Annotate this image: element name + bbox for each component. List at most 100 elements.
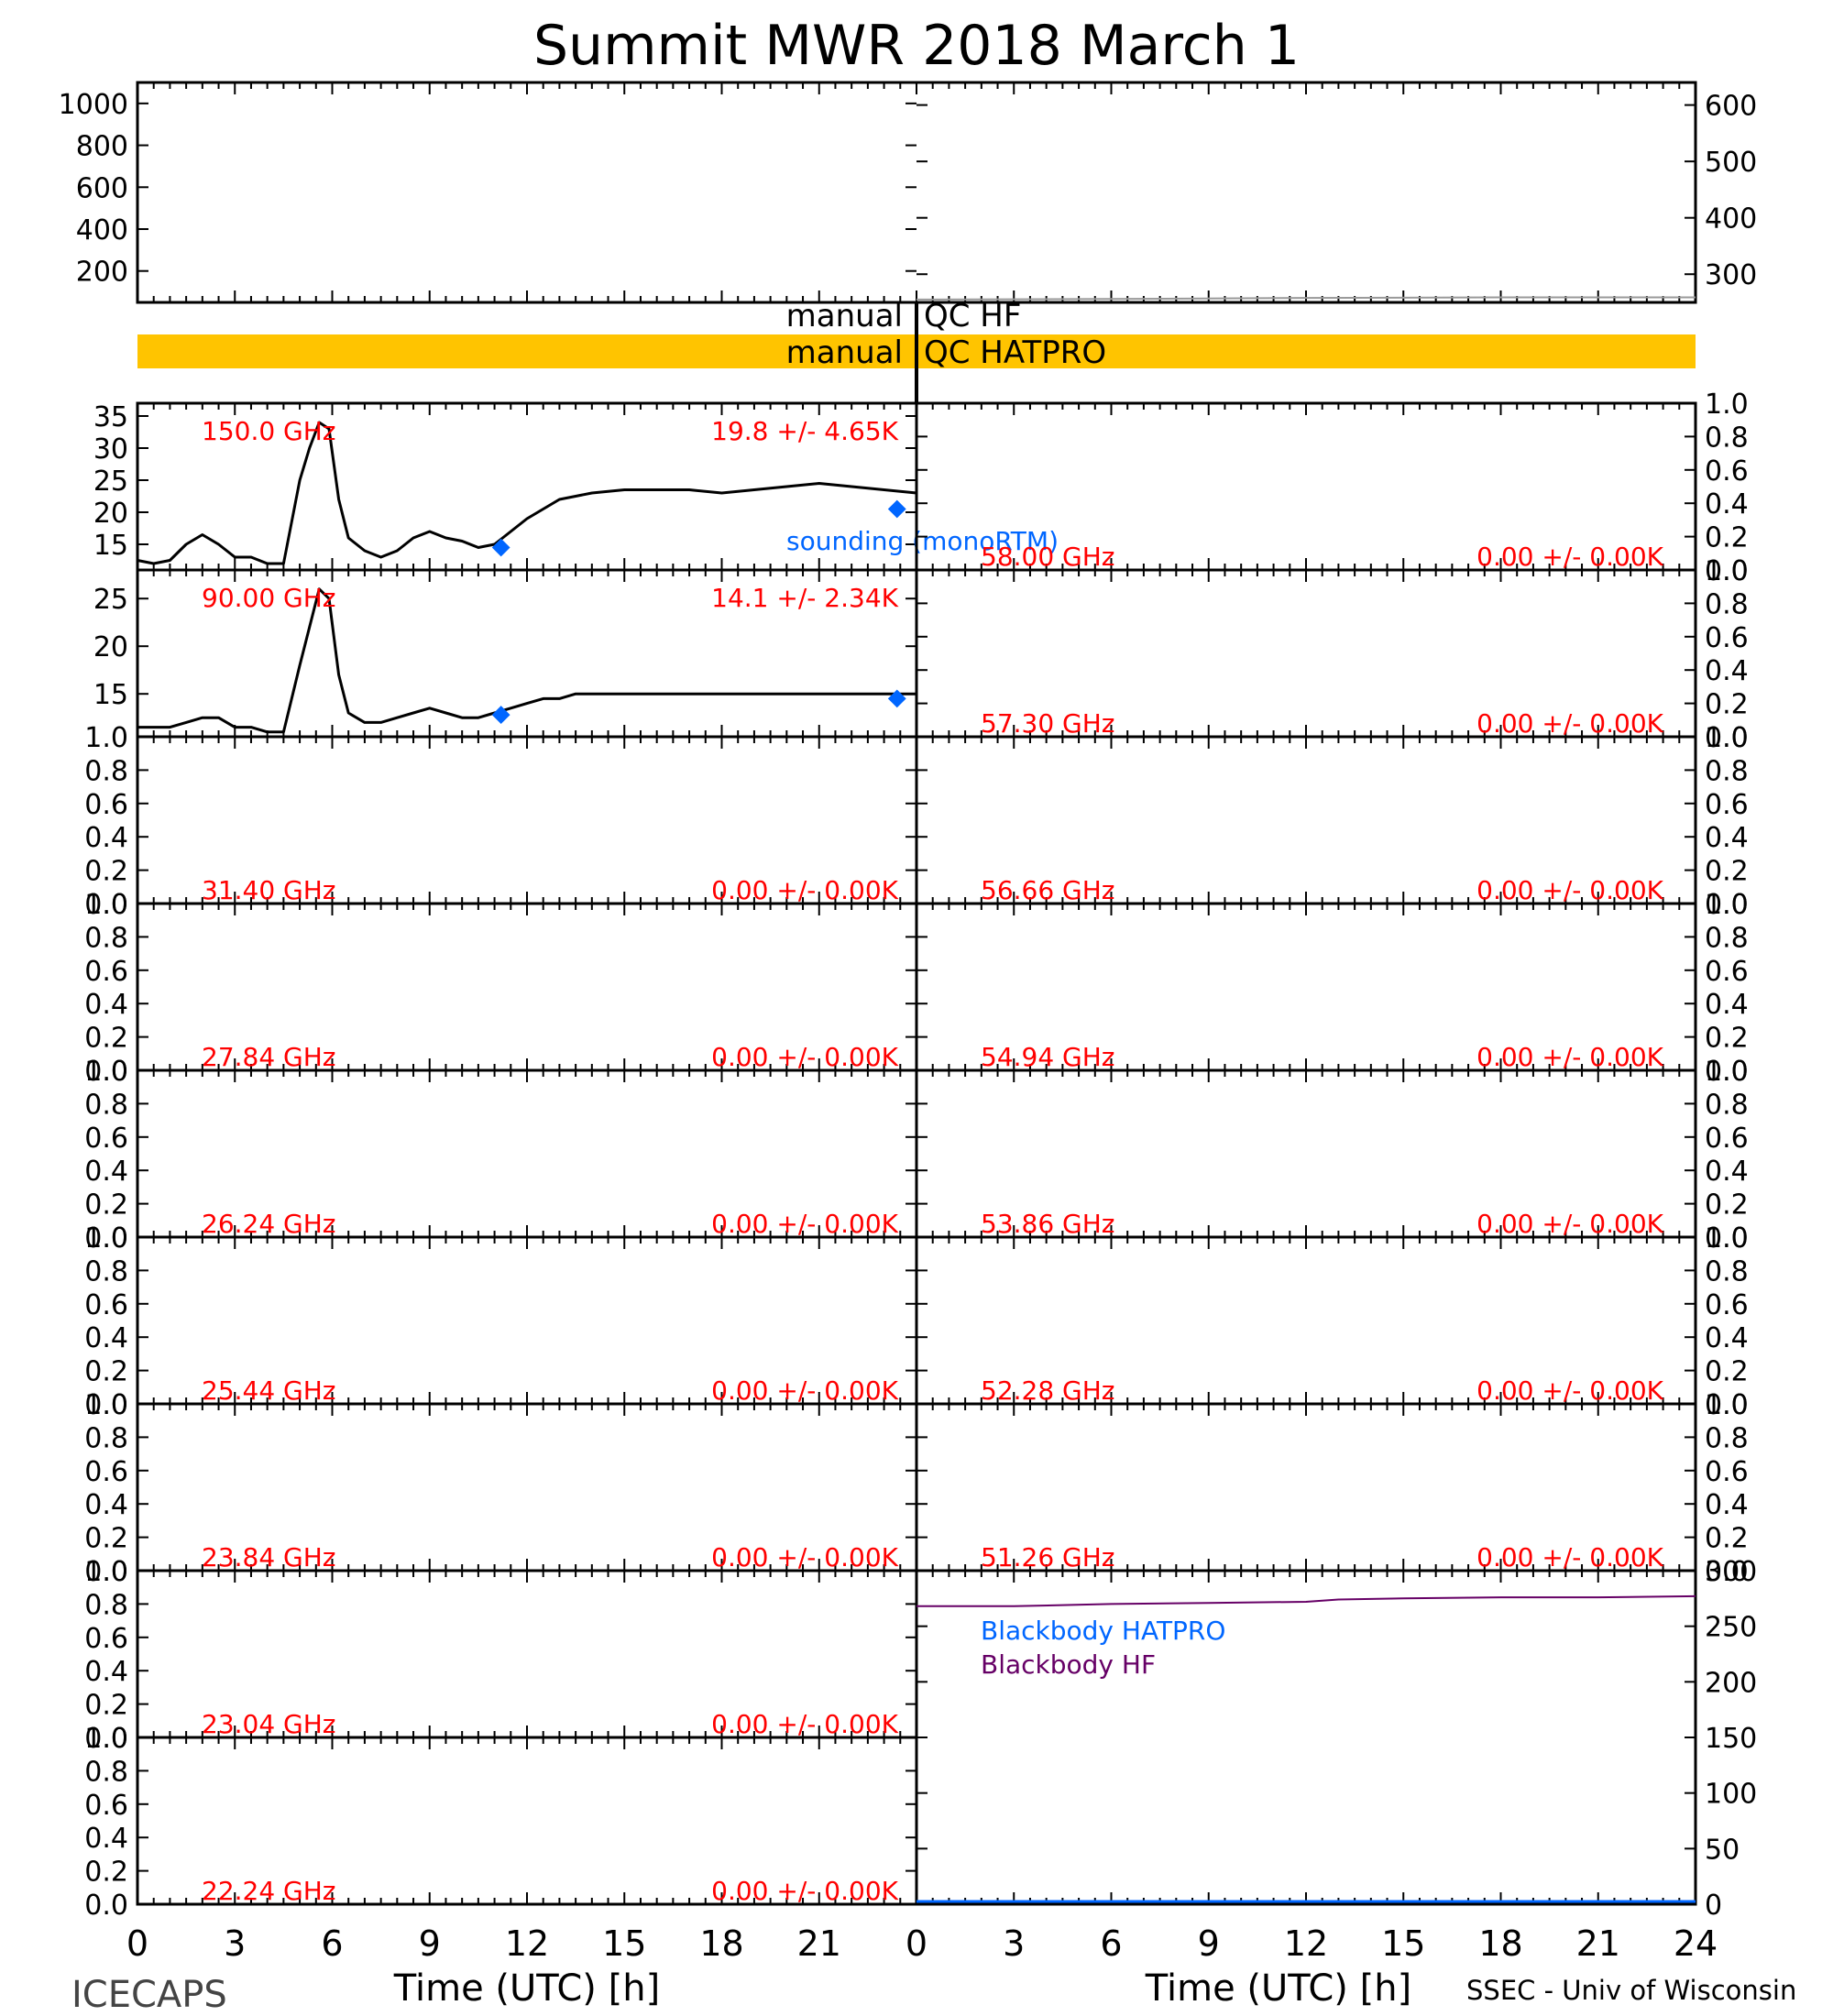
- tb-right-ytick-label: 1.0: [1705, 722, 1749, 754]
- channel-stats-label: 0.00 +/- 0.00K: [711, 875, 898, 905]
- x-tick-label-right: 9: [1198, 1923, 1220, 1964]
- bb-axis-ytick-label: 100: [1705, 1779, 1757, 1811]
- tb-right-ytick-label: 0.2: [1705, 1356, 1749, 1388]
- tb-right-ytick-label: 0.2: [1705, 1523, 1749, 1555]
- sounding-label: sounding (monoRTM): [786, 526, 1059, 556]
- tb-left-ytick-label: 0.8: [84, 1255, 128, 1287]
- channel-stats-label: 0.00 +/- 0.00K: [711, 1542, 898, 1572]
- tb-right-ytick-label: 1.0: [1705, 389, 1749, 421]
- footer-right: SSEC - Univ of Wisconsin: [1466, 1975, 1796, 2006]
- channel-stats-label: 0.00 +/- 0.00K: [711, 1876, 898, 1906]
- tb-left-ytick-label: 0.8: [84, 1089, 128, 1121]
- tb-left-ytick-label: 0.2: [84, 1523, 128, 1555]
- x-tick-label-right: 21: [1576, 1923, 1620, 1964]
- tb-right-ytick-label: 0.4: [1705, 822, 1749, 854]
- met-panel: 200 400 600 800 1000 300 400 500 600: [59, 81, 1757, 304]
- tb-right-ytick-label: 0.0: [1705, 722, 1749, 754]
- tb-left-ytick-label: 0.8: [84, 922, 128, 954]
- tb-right-ytick-label: 0.0: [1705, 1222, 1749, 1255]
- bb-axis-ytick-label: 200: [1705, 1667, 1757, 1699]
- tb-left-ytick-label: 0.8: [84, 1756, 128, 1788]
- tb-left-ytick-label: 0.0: [84, 1723, 128, 1755]
- x-tick-label-right: 15: [1381, 1923, 1425, 1964]
- qc-label-right: QC HF: [924, 298, 1021, 334]
- temp-axis-ytick-label: 400: [1705, 203, 1757, 236]
- channel-freq-label: 150.0 GHz: [202, 416, 336, 446]
- tb-left-ytick-label: 0.6: [84, 956, 128, 988]
- tb-left-ytick-label: 0.4: [84, 1656, 128, 1688]
- tb-left-ytick-label: 20: [93, 631, 128, 663]
- channel-stats-label: 0.00 +/- 0.00K: [711, 1209, 898, 1239]
- tb-left-ytick-label: 0.4: [84, 822, 128, 854]
- tb-left-ytick-label: 0.6: [84, 1456, 128, 1488]
- bb-legend-hf: Blackbody HF: [981, 1649, 1156, 1680]
- channel-freq-label: 90.00 GHz: [202, 583, 336, 613]
- tb-left-ytick-label: 0.8: [84, 1589, 128, 1621]
- tb-right-ytick-label: 0.4: [1705, 1322, 1749, 1354]
- tb-right-ytick-label: 1.0: [1705, 1222, 1749, 1255]
- tb-right-panel: 0.00.20.40.60.81.057.30 GHz 0.00 +/- 0.00…: [915, 555, 1749, 754]
- temp-series: [916, 296, 1696, 301]
- tb-series: [137, 587, 916, 734]
- tb-right-ytick-label: 0.6: [1705, 789, 1749, 821]
- tb-left-ytick-label: 0.0: [84, 1890, 128, 1922]
- tb-left-ytick-label: 0.8: [84, 1422, 128, 1454]
- tb-right-ytick-label: 0.6: [1705, 956, 1749, 988]
- bb-axis-ytick-label: 0: [1705, 1890, 1722, 1922]
- tb-right-panel: 0.00.20.40.60.81.054.94 GHz 0.00 +/- 0.00…: [915, 889, 1749, 1088]
- bb-hf-series: [916, 1594, 1696, 1607]
- tb-left-panel: 0.00.20.40.60.81.025.44 GHz 0.00 +/- 0.00…: [84, 1222, 918, 1421]
- tb-right-ytick-label: 0.6: [1705, 622, 1749, 654]
- tb-right-panel: 0.00.20.40.60.81.058.00 GHz 0.00 +/- 0.00…: [915, 389, 1749, 587]
- channel-freq-label: 27.84 GHz: [202, 1042, 336, 1072]
- channel-freq-label: 31.40 GHz: [202, 875, 336, 905]
- bb-axis-ytick-label: 250: [1705, 1612, 1757, 1644]
- tb-left-panel: 0.00.20.40.60.81.026.24 GHz 0.00 +/- 0.00…: [84, 1056, 918, 1255]
- channel-freq-label: 22.24 GHz: [202, 1876, 336, 1906]
- x-tick-label-right: 12: [1284, 1923, 1328, 1964]
- tb-left-ytick-label: 1.0: [84, 1389, 128, 1421]
- tb-right-ytick-label: 0.8: [1705, 1422, 1749, 1454]
- channel-stats-label: 0.00 +/- 0.00K: [1476, 1042, 1663, 1072]
- x-axis-label-right: Time (UTC) [h]: [1145, 1967, 1411, 2010]
- tb-right-ytick-label: 0.0: [1705, 1556, 1749, 1588]
- rh-axis-ytick-label: 800: [76, 131, 128, 163]
- qc-bars: manual QC HF manual QC HATPRO: [137, 298, 1696, 403]
- channel-freq-label: 58.00 GHz: [981, 542, 1115, 572]
- tb-left-ytick-label: 0.8: [84, 755, 128, 787]
- tb-right-ytick-label: 0.4: [1705, 655, 1749, 687]
- tb-left-ytick-label: 0.4: [84, 1156, 128, 1188]
- tb-left-ytick-label: 1.0: [84, 1222, 128, 1255]
- x-tick-label-left: 3: [224, 1923, 246, 1964]
- tb-left-ytick-label: 0.4: [84, 989, 128, 1021]
- tb-left-ytick-label: 20: [93, 498, 128, 530]
- tb-left-ytick-label: 1.0: [84, 1556, 128, 1588]
- tb-right-panel: 0.00.20.40.60.81.052.28 GHz 0.00 +/- 0.00…: [915, 1222, 1749, 1421]
- tb-right-ytick-label: 1.0: [1705, 555, 1749, 587]
- tb-left-panel: 0.00.20.40.60.81.023.84 GHz 0.00 +/- 0.00…: [84, 1389, 918, 1588]
- tb-right-ytick-label: 0.0: [1705, 555, 1749, 587]
- tb-right-ytick-label: 0.0: [1705, 1389, 1749, 1421]
- channel-stats-label: 19.8 +/- 4.65K: [711, 416, 898, 446]
- sounding-point: [491, 706, 510, 724]
- tb-left-ytick-label: 25: [93, 584, 128, 616]
- footer-left: ICECAPS: [71, 1974, 227, 2016]
- tb-left-ytick-label: 0.6: [84, 1289, 128, 1321]
- tb-left-panel: 15 20 25 90.00 GHz 14.1 +/- 2.34K: [93, 568, 918, 739]
- tb-left-ytick-label: 0.2: [84, 1023, 128, 1055]
- x-tick-label-left: 18: [699, 1923, 743, 1964]
- tb-right-ytick-label: 0.2: [1705, 1023, 1749, 1055]
- tb-left-ytick-label: 0.2: [84, 1356, 128, 1388]
- channel-freq-label: 23.84 GHz: [202, 1542, 336, 1572]
- qc-label-left: manual: [786, 298, 903, 334]
- tb-right-ytick-label: 0.8: [1705, 922, 1749, 954]
- tb-left-ytick-label: 0.6: [84, 789, 128, 821]
- tb-right-ytick-label: 0.0: [1705, 889, 1749, 921]
- tb-right-ytick-label: 0.4: [1705, 989, 1749, 1021]
- tb-right-ytick-label: 0.6: [1705, 1456, 1749, 1488]
- rh-axis-ytick-label: 600: [76, 172, 128, 204]
- figure-title: Summit MWR 2018 March 1: [533, 14, 1300, 78]
- channel-freq-label: 51.26 GHz: [981, 1542, 1115, 1572]
